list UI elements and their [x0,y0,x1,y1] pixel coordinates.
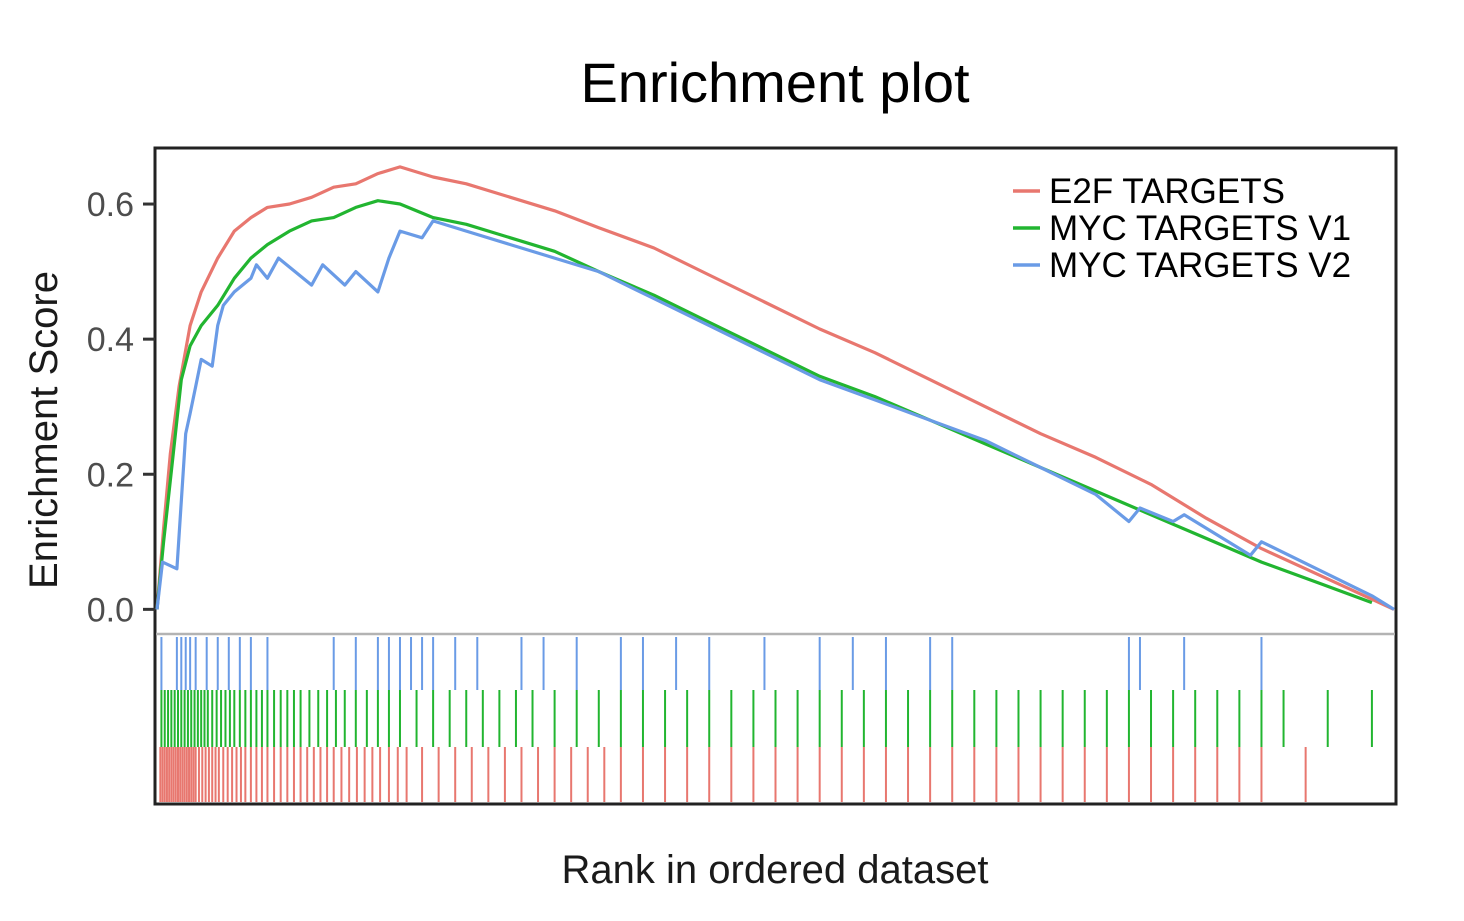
series-lines [155,165,1395,611]
legend-label: MYC TARGETS V1 [1049,209,1351,248]
legend-label: E2F TARGETS [1049,172,1285,211]
y-axis: 0.0 0.2 0.4 0.6 [87,186,155,629]
hit-markers [159,637,1373,802]
series-line [155,219,1395,611]
chart-title: Enrichment plot [580,51,970,114]
y-tick-label: 0.2 [87,456,134,494]
y-tick-label: 0.0 [87,591,134,629]
y-axis-title: Enrichment Score [22,271,66,589]
y-tick-label: 0.4 [87,321,134,359]
series-line [155,165,1395,611]
legend-label: MYC TARGETS V2 [1049,246,1351,285]
y-tick-label: 0.6 [87,186,134,224]
x-axis-title: Rank in ordered dataset [562,848,989,892]
plot-frame [153,146,1398,806]
